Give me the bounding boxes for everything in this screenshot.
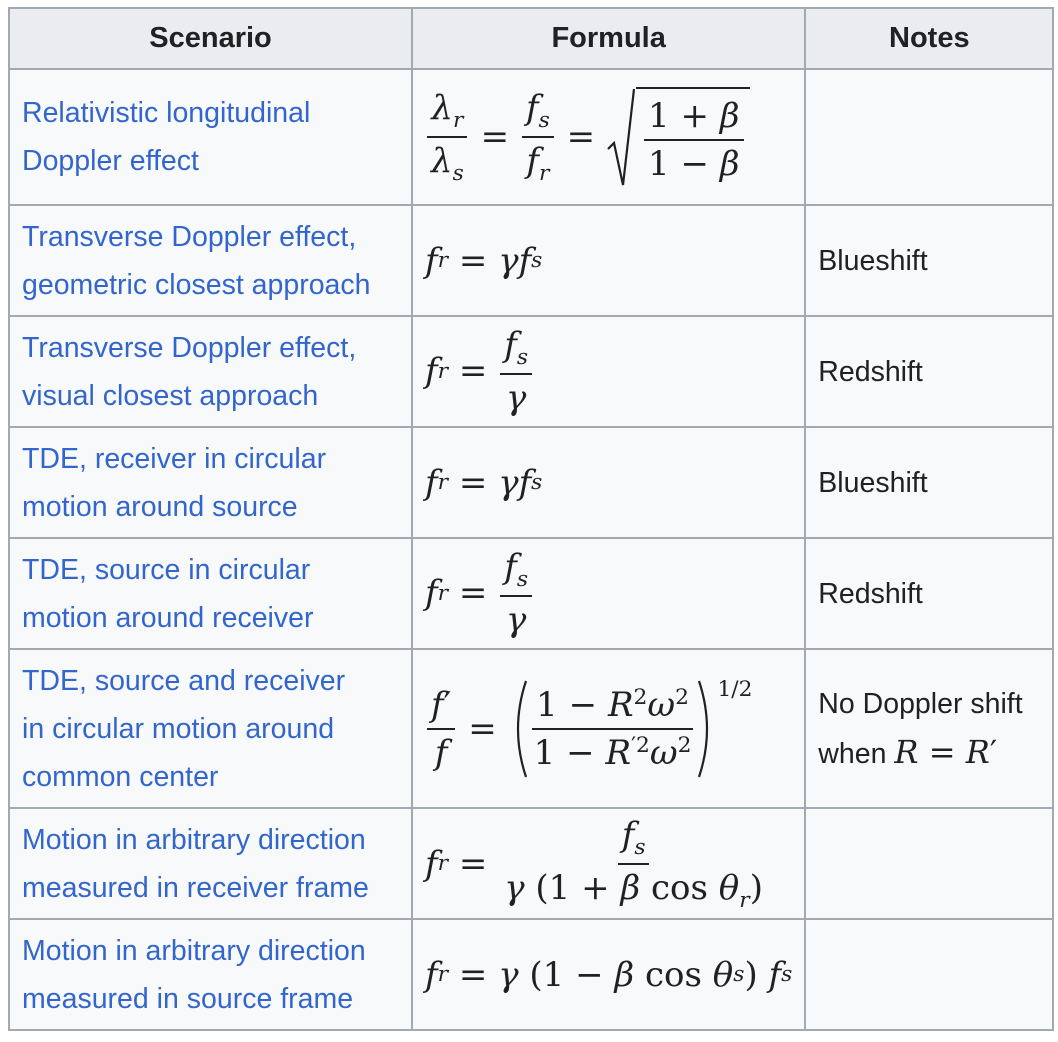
- doppler-formulas-table: Scenario Formula Notes Relativistic long…: [8, 7, 1055, 1031]
- header-notes[interactable]: Notes: [804, 7, 1055, 70]
- note-cell: [804, 918, 1055, 1031]
- scenario-cell: TDE, source in circular motion around rec…: [8, 537, 413, 650]
- table-row: TDE, source and receiver in circular moti…: [8, 648, 1055, 809]
- header-scenario[interactable]: Scenario: [8, 7, 413, 70]
- note-cell: Redshift: [804, 315, 1055, 428]
- formula-tde-source: f r = fs γ: [425, 547, 534, 640]
- formula-cell: λr λs = fs fr = 1 + β 1− β: [410, 68, 807, 206]
- formula-cell: f r = γf s: [410, 426, 807, 539]
- scenario-cell: Transverse Doppler effect, visual closest…: [8, 315, 413, 428]
- note-cell: [804, 807, 1055, 920]
- table-row: Transverse Doppler effect, visual closest…: [8, 315, 1055, 428]
- formula-cell: f r = fs γ: [410, 537, 807, 650]
- formula-longitudinal: λr λs = fs fr = 1 + β 1− β: [425, 87, 750, 187]
- note-cell: [804, 68, 1055, 206]
- note-cell: No Doppler shift when R = R ′: [804, 648, 1055, 809]
- scenario-cell: Motion in arbitrary direction measured in…: [8, 918, 413, 1031]
- formula-tde-common-center: f′ f = 1− R2ω2 1− R′2ω2 1/2: [425, 677, 752, 779]
- header-row: Scenario Formula Notes: [8, 7, 1055, 70]
- formula-cell: f r = γf s: [410, 204, 807, 317]
- scenario-cell: Relativistic longitudinal Doppler effect: [8, 68, 413, 206]
- scenario-cell: TDE, receiver in circular motion around s…: [8, 426, 413, 539]
- scenario-cell: Transverse Doppler effect, geometric clos…: [8, 204, 413, 317]
- table-row: TDE, receiver in circular motion around s…: [8, 426, 1055, 539]
- scenario-link-longitudinal[interactable]: Relativistic longitudinal Doppler effect: [22, 97, 311, 177]
- table-row: Motion in arbitrary direction measured in…: [8, 807, 1055, 920]
- table-container: Scenario Formula Notes Relativistic long…: [8, 7, 1055, 1031]
- table-row: TDE, source in circular motion around rec…: [8, 537, 1055, 650]
- scenario-cell: Motion in arbitrary direction measured in…: [8, 807, 413, 920]
- note-cell: Redshift: [804, 537, 1055, 650]
- note-cell: Blueshift: [804, 426, 1055, 539]
- formula-cell: f r = fs γ: [410, 315, 807, 428]
- note-cell: Blueshift: [804, 204, 1055, 317]
- scenario-link-arbitrary-source[interactable]: Motion in arbitrary direction measured in…: [22, 934, 366, 1015]
- formula-cell: f r = fs γ (1 + β cos θr): [410, 807, 807, 920]
- formula-cell: f′ f = 1− R2ω2 1− R′2ω2 1/2: [410, 648, 807, 809]
- scenario-link-tde-receiver[interactable]: TDE, receiver in circular motion around s…: [22, 442, 327, 523]
- formula-arbitrary-receiver: f r = fs γ (1 + β cos θr): [425, 814, 763, 913]
- formula-transverse-geometric: f r = γf s: [425, 240, 543, 281]
- header-formula[interactable]: Formula: [410, 7, 807, 70]
- scenario-link-transverse-geometric[interactable]: Transverse Doppler effect, geometric clos…: [22, 220, 371, 301]
- table-row: Relativistic longitudinal Doppler effect …: [8, 68, 1055, 206]
- scenario-link-transverse-visual[interactable]: Transverse Doppler effect, visual closest…: [22, 331, 357, 412]
- table-row: Transverse Doppler effect, geometric clos…: [8, 204, 1055, 317]
- formula-transverse-visual: f r = fs γ: [425, 325, 534, 418]
- table-row: Motion in arbitrary direction measured in…: [8, 918, 1055, 1031]
- note-formula: R = R ′: [894, 732, 998, 771]
- scenario-link-arbitrary-receiver[interactable]: Motion in arbitrary direction measured in…: [22, 823, 369, 904]
- formula-tde-receiver: f r = γf s: [425, 462, 543, 503]
- scenario-link-tde-common-center[interactable]: TDE, source and receiver in circular moti…: [22, 664, 346, 793]
- scenario-cell: TDE, source and receiver in circular moti…: [8, 648, 413, 809]
- scenario-link-tde-source[interactable]: TDE, source in circular motion around rec…: [22, 553, 314, 634]
